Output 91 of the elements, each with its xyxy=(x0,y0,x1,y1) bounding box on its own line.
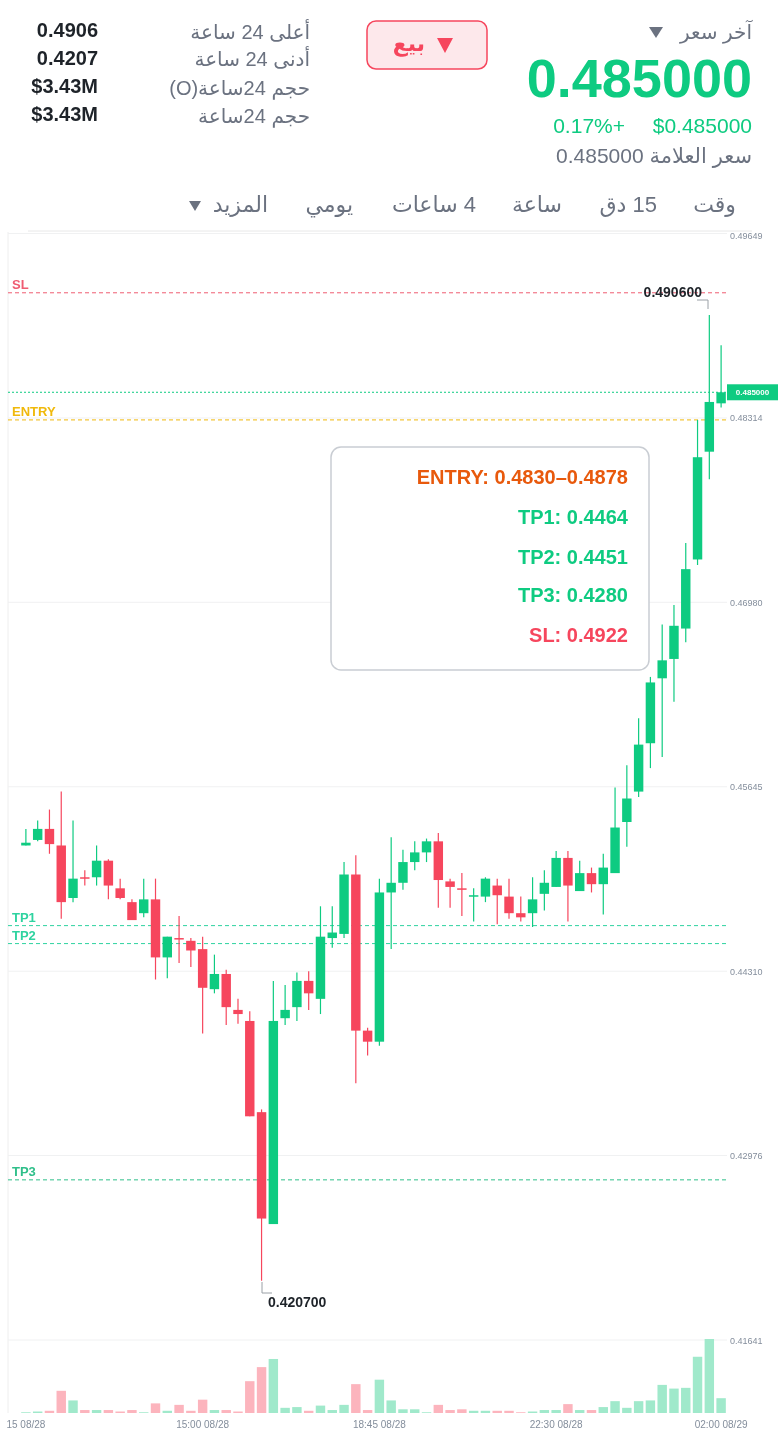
text: حجم 24ساعة xyxy=(198,105,310,127)
annotation: 0.420700 xyxy=(268,1294,327,1310)
annotation: SL: 0.4922 xyxy=(529,624,628,646)
annotation: TP1: 0.4464 xyxy=(517,506,629,528)
ref-line-label: TP2 xyxy=(12,927,36,943)
text: حجم 24ساعة(O) xyxy=(169,77,310,99)
bar xyxy=(103,1410,114,1413)
bar xyxy=(645,1400,656,1413)
bar xyxy=(586,1410,597,1413)
text: بيع xyxy=(392,31,425,57)
text: 0.4906 xyxy=(36,19,98,41)
bar xyxy=(362,1410,373,1413)
bar xyxy=(56,1390,66,1413)
text: آخر سعر xyxy=(680,21,752,43)
text: 0.485000 xyxy=(526,48,752,109)
bar xyxy=(657,1384,667,1413)
bar xyxy=(610,1401,620,1413)
y-tick-label: 0.45645 xyxy=(730,782,763,793)
bar xyxy=(327,1410,337,1413)
bar xyxy=(575,1410,585,1413)
y-tick-label: 0.49649 xyxy=(730,231,763,241)
bar xyxy=(539,1410,550,1413)
bar xyxy=(681,1387,691,1413)
bar xyxy=(221,1410,231,1413)
bar xyxy=(351,1384,361,1413)
bar xyxy=(386,1400,396,1413)
ref-line-label: 0.485000 xyxy=(735,388,770,398)
y-tick-label: 0.44310 xyxy=(730,966,763,977)
bar xyxy=(704,1339,715,1413)
bar xyxy=(457,1409,467,1413)
ref-line-label: SL xyxy=(12,276,29,292)
bar xyxy=(197,1399,208,1413)
text: أعلى 24 ساعة xyxy=(190,21,310,43)
bar xyxy=(598,1407,608,1413)
annotation: ENTRY: 0.4830–0.4878 xyxy=(416,466,628,488)
x-tick-label: 02:00 08/29 xyxy=(694,1419,748,1430)
annotation: TP3: 0.4280 xyxy=(517,584,628,606)
y-tick-label: 0.48314 xyxy=(730,413,763,424)
bar xyxy=(398,1409,408,1413)
y-tick-label: 0.42976 xyxy=(730,1151,763,1162)
text: 0.17%+ xyxy=(553,114,625,138)
bar xyxy=(692,1356,703,1413)
bar xyxy=(127,1410,137,1413)
bar xyxy=(551,1410,561,1413)
bar xyxy=(374,1379,385,1413)
annotation: 0.490600 xyxy=(643,284,703,300)
bar xyxy=(280,1407,290,1413)
bar xyxy=(268,1358,279,1413)
text: ساعة xyxy=(511,192,562,218)
text: $3.43M xyxy=(31,103,98,125)
bar xyxy=(150,1403,161,1413)
bar xyxy=(68,1400,78,1413)
x-tick-label: 22:30 08/28 xyxy=(529,1419,583,1430)
bar xyxy=(91,1410,102,1413)
bar xyxy=(80,1410,90,1413)
bar xyxy=(186,1410,196,1413)
y-tick-label: 0.41641 xyxy=(730,1335,763,1346)
bar xyxy=(339,1404,349,1413)
text: 15 دق xyxy=(599,192,657,218)
ref-line-label: TP1 xyxy=(12,909,36,925)
text: وقت xyxy=(693,192,736,218)
x-tick-label: 15:00 08/28 xyxy=(176,1419,230,1430)
bar xyxy=(174,1404,184,1413)
text: المزيد xyxy=(212,192,268,218)
annotation: TP2: 0.4451 xyxy=(517,546,628,568)
bar xyxy=(292,1407,302,1413)
bar xyxy=(563,1404,573,1413)
bar xyxy=(633,1401,644,1413)
text: أدنى 24 ساعة xyxy=(194,48,310,70)
bar xyxy=(410,1409,420,1413)
text: 0.4207 xyxy=(36,47,98,69)
bar xyxy=(256,1367,267,1413)
bar xyxy=(209,1410,220,1413)
x-tick-label: 15 08/28 xyxy=(6,1419,46,1430)
y-tick-label: 0.46980 xyxy=(730,597,763,608)
ref-line-label: ENTRY xyxy=(12,403,56,419)
bar xyxy=(669,1388,679,1413)
text: $3.43M xyxy=(31,75,98,97)
bar xyxy=(445,1410,455,1413)
bar xyxy=(622,1407,632,1413)
text: سعر العلامة 0.485000 xyxy=(556,144,752,168)
text: 4 ساعات xyxy=(391,192,476,218)
text: يومي xyxy=(305,192,353,218)
bar xyxy=(716,1398,726,1413)
bar xyxy=(245,1381,255,1413)
x-tick-label: 18:45 08/28 xyxy=(352,1419,407,1430)
bar xyxy=(315,1405,326,1413)
bar xyxy=(504,1410,514,1413)
ref-line-label: TP3 xyxy=(12,1163,36,1179)
text: $0.485000 xyxy=(652,114,752,138)
bar xyxy=(433,1404,444,1413)
